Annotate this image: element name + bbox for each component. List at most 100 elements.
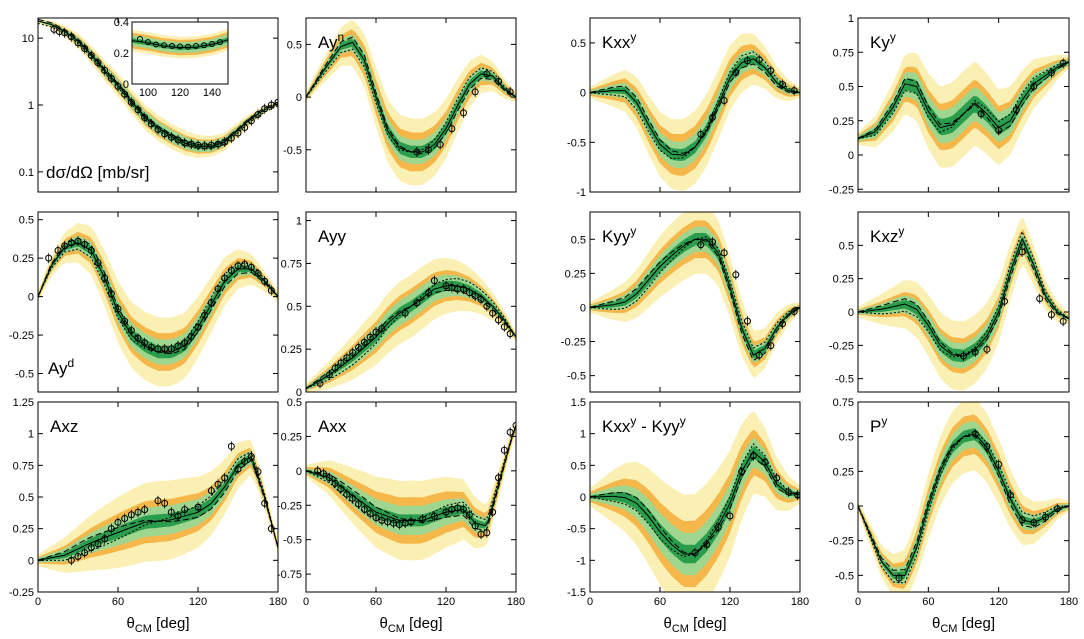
y-tick-label: 0.5	[839, 240, 854, 252]
data-point	[744, 57, 751, 65]
inset-y-tick-label: 0	[123, 79, 129, 91]
data-point	[121, 317, 129, 325]
data-point	[134, 334, 142, 342]
band-outer	[38, 19, 278, 158]
y-tick-label: 0.5	[839, 432, 854, 444]
data-point	[107, 290, 115, 298]
data-point	[1030, 519, 1038, 527]
band-lightgreen	[858, 232, 1069, 369]
y-tick-label: 0	[848, 150, 854, 162]
x-tick-label: 180	[791, 596, 809, 608]
panel-frame	[857, 17, 1070, 193]
data-point	[81, 44, 89, 52]
band-outer	[858, 402, 1069, 592]
data-point	[1012, 106, 1020, 114]
x-tick-label: 60	[370, 596, 382, 608]
panel-kyy: -0.5 -0.25 0 0.25 0.5 Kyyy	[561, 211, 801, 393]
panel-ky: -0.25 0 0.25 0.5 0.75 1 Kyy	[829, 13, 1070, 196]
plot-area	[38, 222, 278, 387]
x-axis-label: θCM [deg]	[127, 615, 190, 635]
data-point	[779, 320, 786, 328]
y-tick-label: -0.5	[283, 145, 302, 157]
data-point	[732, 271, 740, 279]
data-point	[489, 508, 497, 516]
y-tick-label: 1	[28, 429, 34, 441]
y-tick-label: 0.5	[19, 215, 34, 227]
curve-dotted	[306, 48, 516, 153]
data-point	[512, 421, 516, 429]
x-tick-label: 60	[654, 596, 666, 608]
data-point	[187, 333, 195, 341]
panel-label: Py	[870, 414, 887, 436]
y-tick-label: -0.5	[15, 369, 34, 381]
data-point	[1018, 248, 1026, 256]
data-point	[174, 342, 182, 350]
data-point	[87, 51, 95, 59]
data-point	[227, 134, 235, 142]
data-point	[343, 490, 351, 498]
data-point	[214, 140, 222, 148]
data-point	[134, 106, 142, 114]
panel-ayd: -0.5 -0.25 0 0.25 0.5 Ayd	[9, 211, 279, 393]
band-darkgreen	[306, 280, 516, 390]
data-point	[107, 74, 115, 82]
data-point	[194, 503, 202, 511]
y-tick-label: -0.5	[567, 371, 586, 383]
data-point	[337, 359, 345, 367]
panel-frame	[305, 17, 517, 193]
data-point	[87, 246, 95, 254]
inset-point	[201, 42, 207, 49]
data-point	[107, 525, 115, 533]
curve-dotted	[590, 236, 800, 349]
y-tick-label: 1	[296, 216, 302, 228]
data-point	[241, 260, 249, 268]
data-point	[61, 242, 69, 250]
data-point	[234, 262, 242, 270]
plot-area	[590, 411, 800, 592]
data-point	[201, 142, 209, 150]
data-point	[74, 553, 82, 561]
data-point	[127, 98, 135, 106]
y-tick-label: -0.25	[561, 337, 586, 349]
data-point	[732, 69, 740, 77]
x-tick-label: 0	[303, 596, 309, 608]
data-point	[460, 109, 467, 117]
panel-frame	[305, 211, 517, 393]
data-point	[241, 124, 249, 132]
data-point	[738, 468, 746, 476]
panel-label: Ayn	[318, 30, 344, 52]
data-point	[254, 270, 262, 278]
y-tick-label: 0.25	[281, 344, 302, 356]
inset-frame	[131, 21, 229, 85]
data-point	[207, 299, 215, 307]
y-tick-label: 0	[848, 501, 854, 513]
data-point	[1047, 69, 1055, 77]
data-point	[773, 474, 781, 482]
y-tick-label: 0.25	[833, 466, 854, 478]
y-tick-label: 1	[580, 429, 586, 441]
data-point	[187, 140, 195, 148]
panel-frame	[305, 401, 517, 593]
y-tick-label: 1.25	[13, 397, 34, 409]
data-point	[895, 574, 903, 582]
y-tick-label: 0.75	[833, 47, 854, 59]
data-point	[995, 460, 1003, 468]
data-point	[167, 133, 175, 141]
data-point	[174, 512, 182, 520]
data-point	[413, 299, 421, 307]
data-point	[67, 556, 75, 564]
data-point	[477, 295, 485, 303]
data-point	[366, 333, 374, 341]
data-point	[983, 345, 991, 353]
data-point	[761, 458, 769, 466]
panel-label: Axx	[318, 417, 347, 436]
x-axis-label: θCM [deg]	[664, 615, 727, 635]
data-point	[114, 518, 122, 526]
plot-area	[858, 402, 1069, 592]
y-tick-label: -0.5	[567, 137, 586, 149]
data-point	[161, 130, 169, 138]
data-point	[316, 379, 324, 387]
data-point	[167, 345, 175, 353]
y-tick-label: 0.5	[287, 39, 302, 51]
data-point	[709, 238, 716, 246]
